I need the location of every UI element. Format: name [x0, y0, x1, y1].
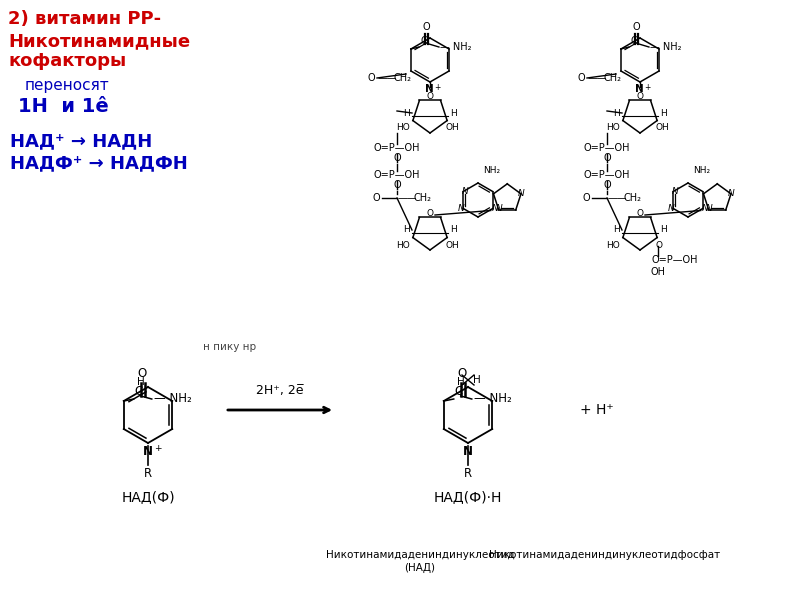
Text: НАД(Ф): НАД(Ф) — [121, 490, 175, 504]
Text: O=P—OH: O=P—OH — [652, 255, 698, 265]
Text: переносят: переносят — [25, 78, 110, 93]
Text: N: N — [702, 204, 708, 213]
Text: HO: HO — [606, 241, 620, 250]
Text: — NH₂: — NH₂ — [154, 392, 191, 406]
Text: O: O — [426, 92, 434, 101]
Text: H: H — [458, 377, 465, 387]
Text: CH₂: CH₂ — [624, 193, 642, 203]
Text: O=P—OH: O=P—OH — [374, 170, 421, 180]
Text: O: O — [393, 180, 401, 190]
Text: — NH₂: — NH₂ — [440, 42, 471, 52]
Text: O: O — [632, 22, 640, 32]
Text: H: H — [450, 109, 457, 118]
Text: H: H — [403, 109, 410, 118]
Text: O: O — [372, 193, 380, 203]
Text: O: O — [603, 180, 611, 190]
Text: O: O — [637, 92, 643, 101]
Text: N: N — [458, 204, 465, 213]
Text: N: N — [143, 445, 153, 458]
Text: 2Н⁺, 2е̅: 2Н⁺, 2е̅ — [256, 384, 304, 397]
Text: ——: —— — [608, 193, 627, 203]
Text: CH₂: CH₂ — [414, 193, 432, 203]
Text: N: N — [495, 205, 502, 214]
Text: ——: —— — [588, 73, 607, 83]
Text: N: N — [672, 187, 678, 196]
Text: O: O — [367, 73, 375, 83]
Text: CH₂: CH₂ — [394, 73, 412, 83]
Text: HO: HO — [396, 241, 410, 250]
Text: H: H — [614, 109, 620, 118]
Text: C: C — [421, 36, 428, 46]
Text: HO: HO — [606, 124, 620, 133]
Text: OH: OH — [446, 124, 460, 133]
Text: H: H — [138, 377, 145, 387]
Text: OH: OH — [656, 124, 670, 133]
Text: ——: —— — [398, 193, 418, 203]
Text: O: O — [656, 241, 663, 250]
Text: H: H — [660, 109, 666, 118]
Text: O: O — [578, 73, 585, 83]
Text: Никотинамидные: Никотинамидные — [8, 32, 190, 50]
Text: N: N — [706, 205, 712, 214]
Text: OH: OH — [650, 267, 666, 277]
Text: N: N — [634, 84, 643, 94]
Text: C: C — [454, 385, 463, 398]
Text: N: N — [491, 204, 498, 213]
Text: N: N — [728, 190, 734, 199]
Text: н пику нр: н пику нр — [203, 342, 257, 352]
Text: НАДФ⁺ → НАДФН: НАДФ⁺ → НАДФН — [10, 154, 188, 172]
Text: R: R — [464, 467, 472, 480]
Text: NH₂: NH₂ — [483, 166, 500, 175]
Text: ——: —— — [378, 73, 398, 83]
Text: C: C — [134, 385, 143, 398]
Text: Никотинамидадениндинуклеотид: Никотинамидадениндинуклеотид — [326, 550, 514, 560]
Text: кофакторы: кофакторы — [8, 52, 126, 70]
Text: — NH₂: — NH₂ — [474, 392, 511, 406]
Text: H: H — [614, 226, 620, 235]
Text: — NH₂: — NH₂ — [650, 42, 682, 52]
Text: O: O — [393, 153, 401, 163]
Text: O: O — [137, 367, 146, 380]
Text: 1Н  и 1ê: 1Н и 1ê — [18, 97, 109, 116]
Text: R: R — [144, 467, 152, 480]
Text: O: O — [426, 209, 434, 218]
Text: HO: HO — [396, 124, 410, 133]
Text: N: N — [463, 445, 473, 458]
Text: N: N — [462, 187, 469, 196]
Text: O=P—OH: O=P—OH — [374, 143, 421, 153]
Text: H: H — [450, 226, 457, 235]
Text: O=P—OH: O=P—OH — [584, 143, 630, 153]
Text: N: N — [425, 84, 434, 94]
Text: CH₂: CH₂ — [604, 73, 622, 83]
Text: H: H — [403, 226, 410, 235]
Text: H: H — [660, 226, 666, 235]
Text: +: + — [644, 83, 650, 92]
Text: Никотинамидадениндинуклеотидфосфат: Никотинамидадениндинуклеотидфосфат — [489, 550, 720, 560]
Text: O: O — [457, 367, 466, 380]
Text: + Н⁺: + Н⁺ — [580, 403, 614, 417]
Text: NH₂: NH₂ — [693, 166, 710, 175]
Text: (НАД): (НАД) — [405, 563, 435, 573]
Text: C: C — [631, 36, 638, 46]
Text: H: H — [473, 375, 481, 385]
Text: O=P—OH: O=P—OH — [584, 170, 630, 180]
Text: НАД(Ф)·Н: НАД(Ф)·Н — [434, 490, 502, 504]
Text: O: O — [637, 209, 643, 218]
Text: OH: OH — [446, 241, 460, 250]
Text: O: O — [422, 22, 430, 32]
Text: O: O — [603, 153, 611, 163]
Text: O: O — [582, 193, 590, 203]
Text: 2) витамин РР-: 2) витамин РР- — [8, 10, 161, 28]
Text: +: + — [434, 83, 440, 92]
Text: НАД⁺ → НАДН: НАД⁺ → НАДН — [10, 132, 152, 150]
Text: +: + — [154, 444, 162, 453]
Text: N: N — [668, 204, 674, 213]
Text: N: N — [518, 190, 524, 199]
